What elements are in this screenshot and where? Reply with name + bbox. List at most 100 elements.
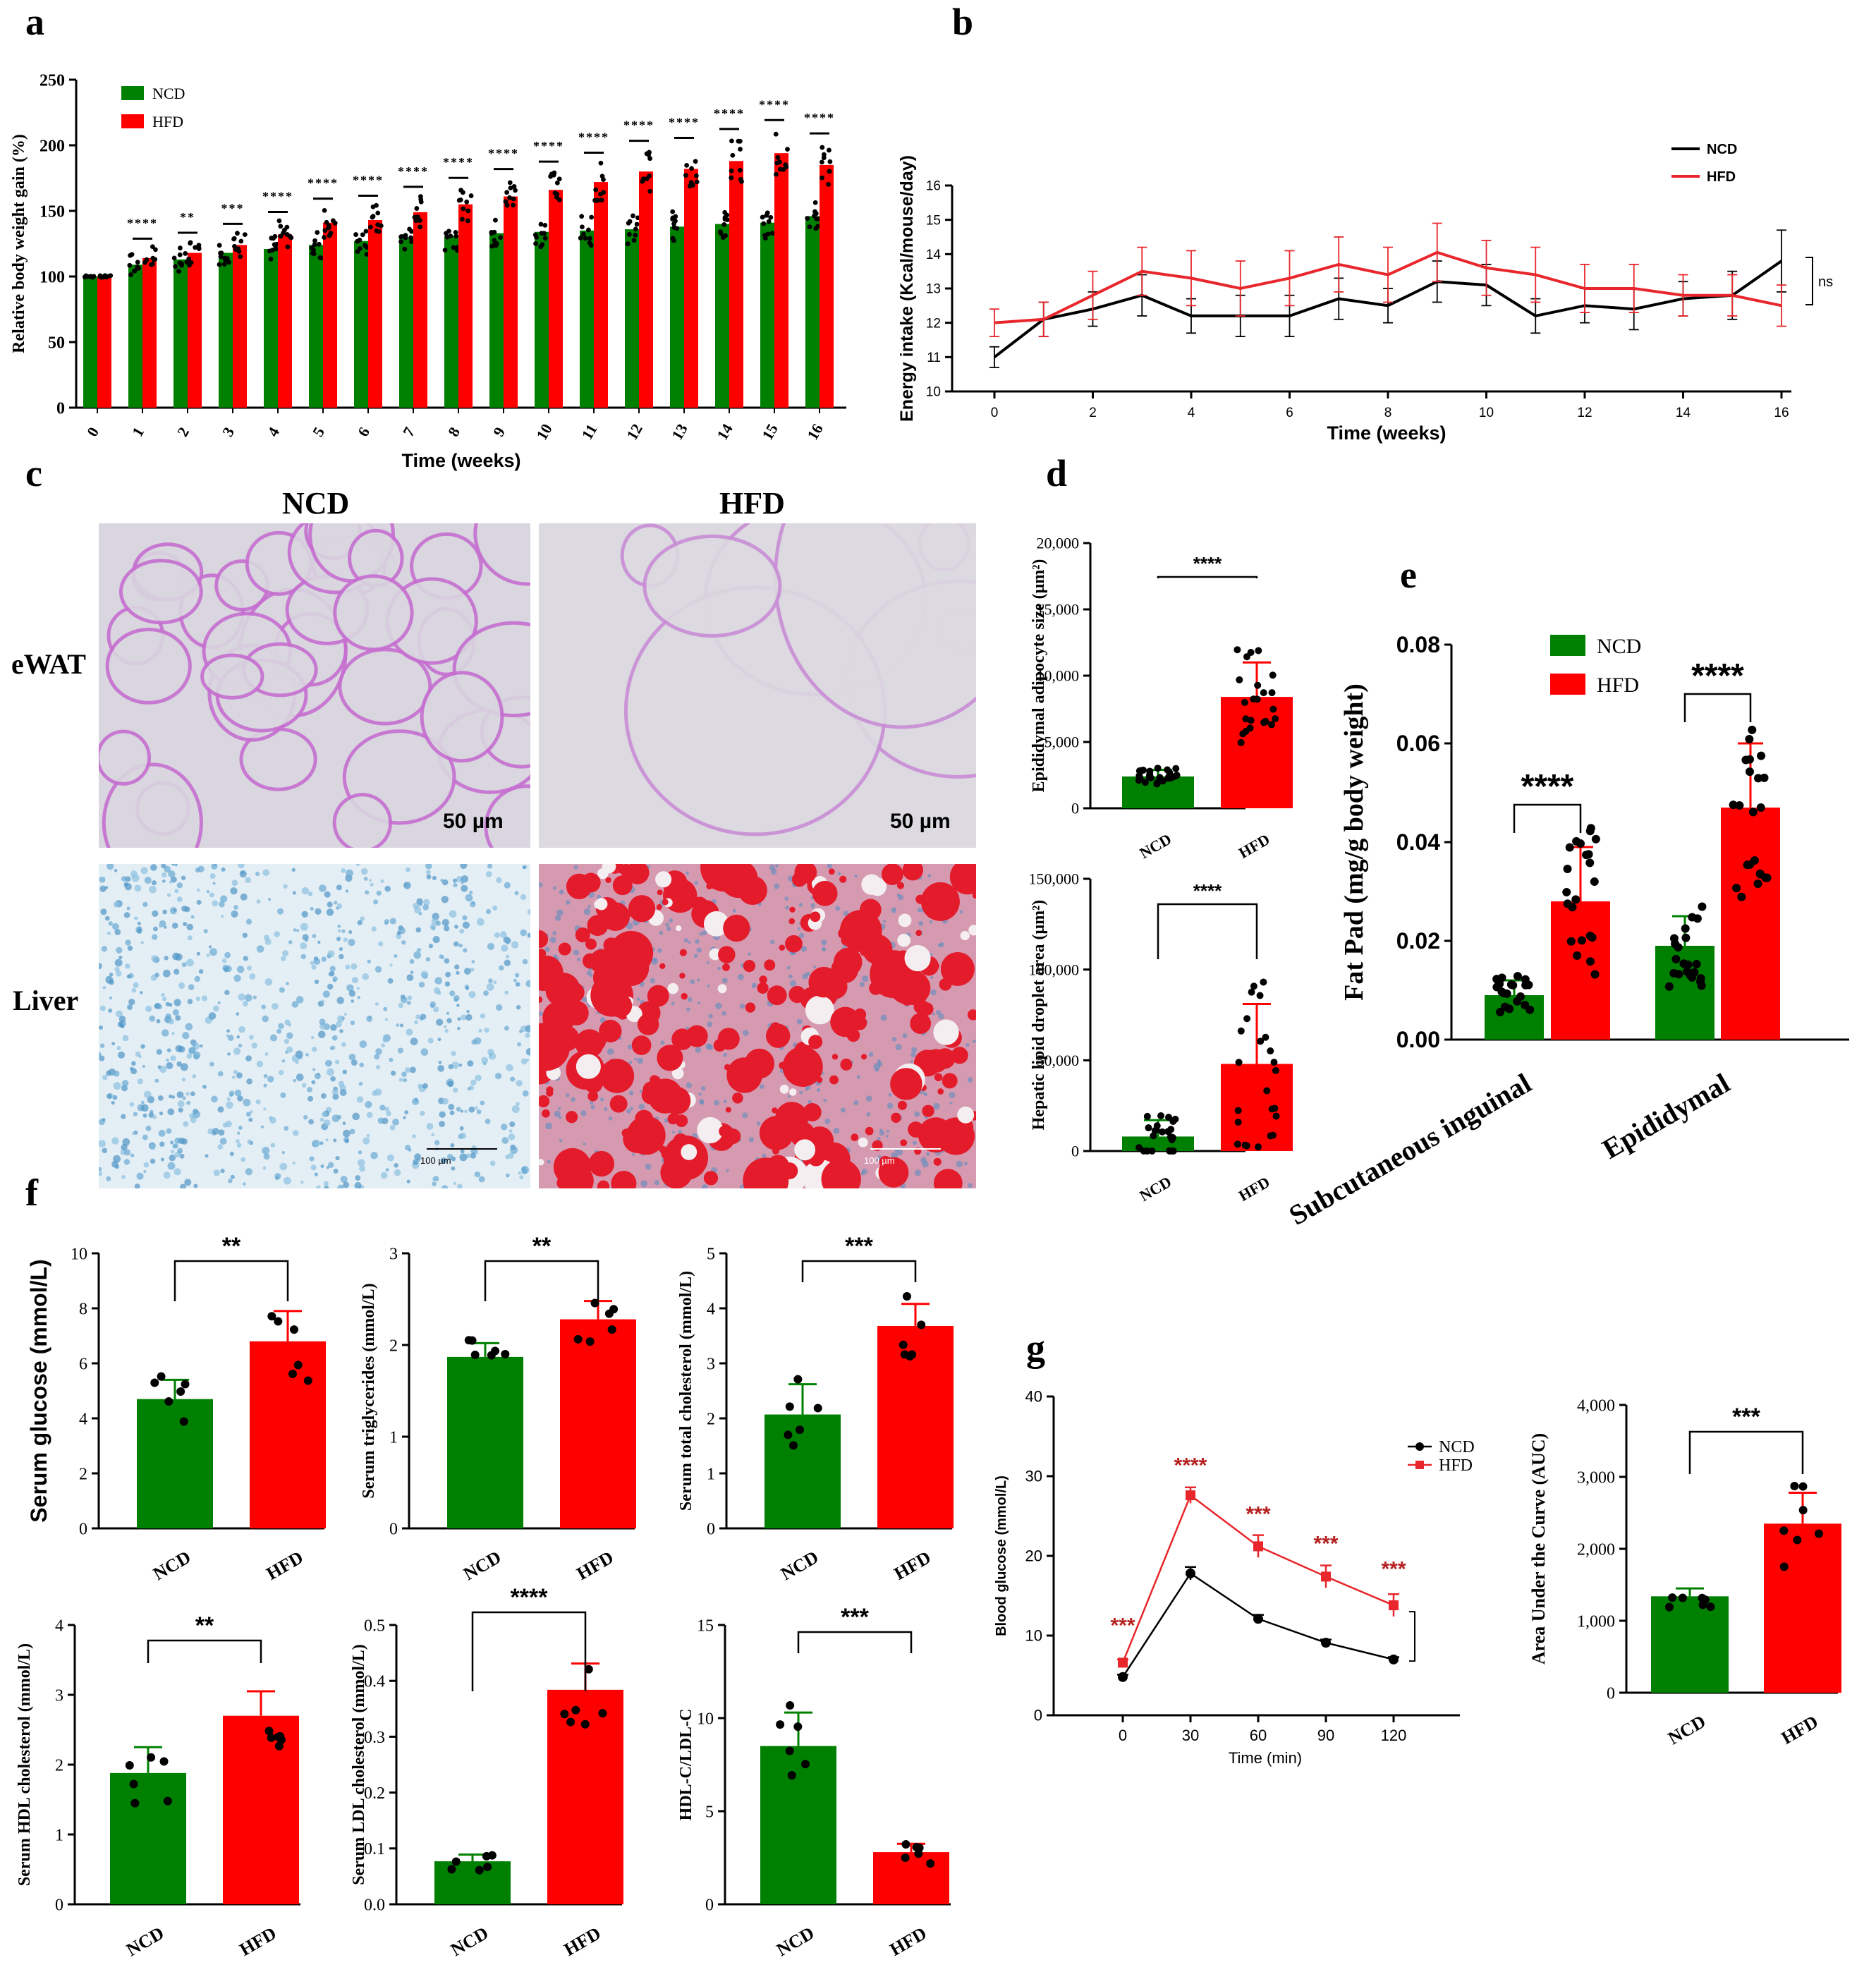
- nucleus: [516, 1102, 520, 1106]
- significance-label: ***: [1732, 1404, 1760, 1430]
- adipocyte: [420, 671, 504, 763]
- lipid-droplet: [659, 963, 666, 969]
- bar-hfd: [413, 212, 427, 408]
- lipid-droplet: [671, 1028, 693, 1050]
- nucleus: [558, 1116, 562, 1120]
- nucleus: [134, 916, 138, 920]
- lipid-droplet: [675, 901, 684, 911]
- data-point: [693, 173, 699, 178]
- data-point-hfd: [1321, 1571, 1331, 1582]
- significance-label: ****: [623, 118, 654, 133]
- nucleus: [201, 995, 207, 1002]
- data-point: [1135, 1144, 1143, 1152]
- nucleus: [463, 968, 471, 975]
- data-point: [1268, 689, 1276, 697]
- nucleus: [527, 932, 530, 938]
- nucleus: [460, 1132, 467, 1139]
- nucleus: [428, 944, 434, 949]
- nucleus: [510, 1076, 516, 1082]
- nucleus: [539, 1011, 544, 1016]
- nucleus: [821, 939, 827, 946]
- adipocyte: [333, 574, 414, 652]
- nucleus: [229, 1093, 233, 1097]
- lipid-droplet: [897, 933, 911, 947]
- nucleus: [167, 1162, 176, 1170]
- significance-bracket: [1688, 1430, 1804, 1474]
- nucleus: [896, 1149, 903, 1156]
- data-point: [508, 185, 513, 190]
- lipid-droplet: [637, 1014, 659, 1035]
- nucleus: [182, 1096, 186, 1100]
- legend-label-hfd: HFD: [1439, 1456, 1473, 1475]
- x-tick-label-ncd: NCD: [1664, 1711, 1709, 1748]
- nucleus: [403, 1078, 408, 1083]
- lipid-droplet: [910, 1013, 932, 1035]
- nucleus: [145, 1126, 152, 1131]
- data-point: [1172, 765, 1180, 772]
- liver-ncd-micrograph: [99, 864, 530, 1188]
- nucleus: [228, 1179, 233, 1183]
- nucleus: [436, 1018, 444, 1026]
- lipid-droplet: [861, 874, 882, 895]
- lipid-droplet: [608, 993, 633, 1018]
- nucleus: [184, 1179, 192, 1186]
- nucleus: [374, 1002, 379, 1006]
- nucleus: [341, 1042, 346, 1047]
- significance-label: ****: [127, 216, 158, 230]
- data-point: [322, 207, 327, 213]
- chart-f2: Serum triglycerides (mmol/L) 0 1 2 3 NCD HFD **: [339, 1206, 670, 1587]
- data-point: [127, 262, 133, 268]
- legend-marker-ncd: [1415, 1442, 1424, 1451]
- data-point-ncd: [1321, 1638, 1331, 1648]
- lipid-droplet: [789, 906, 796, 913]
- data-point: [1159, 1128, 1167, 1136]
- nucleus: [242, 1000, 248, 1006]
- nucleus: [324, 1119, 331, 1126]
- nucleus: [322, 990, 330, 998]
- data-point-hfd: [1118, 1657, 1128, 1668]
- nucleus: [432, 875, 437, 880]
- data-point: [926, 1859, 935, 1868]
- nucleus: [495, 1004, 503, 1011]
- data-point: [684, 162, 690, 168]
- nucleus: [752, 985, 755, 989]
- nucleus: [193, 1183, 198, 1188]
- bar-hfd: [223, 1715, 299, 1904]
- data-point: [1154, 779, 1162, 786]
- lipid-droplet: [605, 877, 611, 884]
- nucleus: [406, 1000, 411, 1005]
- lipid-droplet: [623, 911, 631, 919]
- nucleus: [99, 1055, 105, 1061]
- nucleus: [293, 1078, 297, 1083]
- nucleus: [933, 1102, 940, 1110]
- nucleus: [196, 899, 202, 905]
- scale-bar-ewat-hfd: 50 µm: [890, 810, 951, 833]
- adipocyte: [118, 559, 203, 625]
- data-point: [498, 235, 504, 241]
- nucleus: [340, 1176, 348, 1183]
- nucleus: [452, 1087, 458, 1093]
- nucleus: [243, 1098, 251, 1107]
- nucleus: [185, 1092, 190, 1096]
- nucleus: [708, 1014, 713, 1019]
- nucleus: [487, 942, 495, 951]
- nucleus: [173, 999, 181, 1006]
- nucleus: [262, 1166, 267, 1170]
- nucleus: [446, 1153, 453, 1160]
- nucleus: [167, 1108, 175, 1116]
- nucleus: [694, 880, 699, 885]
- data-point: [787, 1771, 796, 1780]
- y-tick-label: 15: [697, 1617, 714, 1635]
- data-point: [586, 227, 591, 233]
- nucleus: [111, 1100, 115, 1105]
- data-point: [1590, 877, 1599, 887]
- nucleus: [336, 997, 344, 1004]
- adipocyte: [473, 523, 530, 586]
- nucleus: [173, 968, 180, 975]
- nucleus: [800, 946, 808, 952]
- data-point: [783, 162, 788, 168]
- nucleus: [301, 911, 308, 918]
- nucleus: [281, 1059, 286, 1063]
- data-point: [147, 1753, 156, 1762]
- nucleus: [159, 1111, 164, 1116]
